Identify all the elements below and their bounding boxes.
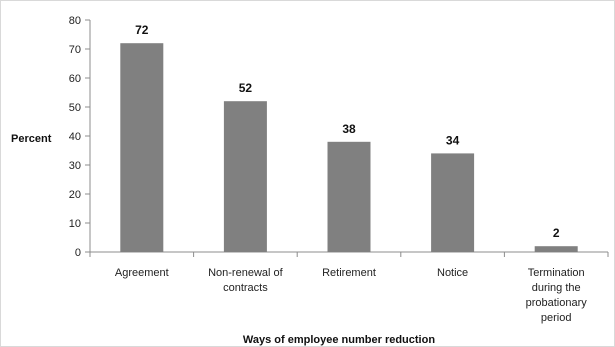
x-tick-label: Termination [528, 267, 585, 279]
data-label: 2 [553, 226, 560, 240]
y-tick-label: 10 [69, 218, 81, 230]
x-tick-label: contracts [223, 282, 268, 294]
data-label: 38 [342, 122, 356, 136]
y-tick-label: 30 [69, 160, 81, 172]
x-tick-label: Non-renewal of [208, 267, 284, 279]
y-tick-label: 40 [69, 131, 81, 143]
y-tick-label: 20 [69, 189, 81, 201]
x-axis-title: Ways of employee number reduction [243, 334, 435, 346]
x-axis [89, 251, 609, 257]
y-tick-label: 50 [69, 102, 81, 114]
x-tick-label: probationary [526, 297, 588, 309]
data-label: 52 [239, 81, 253, 95]
bar [327, 141, 371, 252]
x-tick-label: Agreement [115, 267, 169, 279]
x-tick-label: Notice [437, 267, 468, 279]
bar [223, 101, 267, 252]
y-axis: 0 10 20 30 40 50 60 70 80 [69, 15, 91, 259]
bar [431, 153, 475, 252]
x-tick-label: Retirement [322, 267, 376, 279]
data-label: 72 [135, 23, 149, 37]
x-tick-label: period [541, 312, 572, 324]
y-tick-label: 80 [69, 15, 81, 27]
bars [120, 43, 578, 253]
bar [534, 246, 578, 252]
category-labels: Agreement Non-renewal of contracts Retireme… [115, 267, 587, 324]
data-label: 34 [446, 133, 460, 147]
y-tick-label: 0 [75, 247, 81, 259]
data-labels: 72 52 38 34 2 [135, 23, 560, 240]
y-tick-label: 60 [69, 73, 81, 85]
y-axis-title: Percent [11, 133, 52, 145]
bar [120, 43, 164, 253]
x-tick-label: during the [532, 282, 581, 294]
y-tick-label: 70 [69, 44, 81, 56]
